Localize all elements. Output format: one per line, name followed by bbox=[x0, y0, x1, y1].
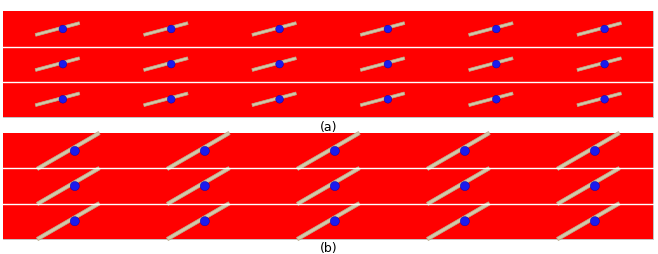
Ellipse shape bbox=[461, 217, 469, 226]
Polygon shape bbox=[577, 57, 622, 71]
Text: (b): (b) bbox=[320, 242, 338, 254]
Ellipse shape bbox=[601, 25, 609, 33]
Ellipse shape bbox=[384, 25, 392, 33]
Polygon shape bbox=[297, 167, 360, 205]
Ellipse shape bbox=[200, 146, 209, 155]
Ellipse shape bbox=[330, 146, 340, 155]
Bar bbox=[3, 11, 653, 117]
Polygon shape bbox=[468, 22, 513, 36]
Ellipse shape bbox=[601, 96, 609, 103]
Polygon shape bbox=[557, 202, 620, 241]
Polygon shape bbox=[426, 202, 490, 241]
Ellipse shape bbox=[492, 25, 500, 33]
Ellipse shape bbox=[384, 96, 392, 103]
Ellipse shape bbox=[167, 96, 175, 103]
Ellipse shape bbox=[590, 182, 599, 190]
Bar bbox=[3, 133, 653, 168]
Ellipse shape bbox=[590, 217, 599, 226]
Polygon shape bbox=[143, 92, 188, 106]
Polygon shape bbox=[36, 202, 100, 241]
Polygon shape bbox=[252, 22, 297, 36]
Polygon shape bbox=[360, 92, 405, 106]
Polygon shape bbox=[468, 92, 513, 106]
Ellipse shape bbox=[492, 60, 500, 68]
Polygon shape bbox=[143, 57, 188, 71]
Ellipse shape bbox=[167, 25, 175, 33]
Polygon shape bbox=[360, 22, 405, 36]
Ellipse shape bbox=[330, 217, 340, 226]
Ellipse shape bbox=[276, 96, 284, 103]
Ellipse shape bbox=[200, 182, 209, 190]
Bar bbox=[3, 204, 653, 239]
Ellipse shape bbox=[601, 60, 609, 68]
Polygon shape bbox=[36, 132, 100, 170]
Ellipse shape bbox=[200, 217, 209, 226]
Polygon shape bbox=[577, 92, 622, 106]
Polygon shape bbox=[426, 167, 490, 205]
Text: (a): (a) bbox=[320, 120, 338, 134]
Ellipse shape bbox=[461, 182, 469, 190]
Bar bbox=[3, 133, 653, 239]
Bar bbox=[3, 82, 653, 117]
Polygon shape bbox=[557, 167, 620, 205]
Polygon shape bbox=[166, 132, 230, 170]
Polygon shape bbox=[426, 132, 490, 170]
Polygon shape bbox=[35, 92, 80, 106]
Polygon shape bbox=[252, 57, 297, 71]
Ellipse shape bbox=[70, 146, 80, 155]
Polygon shape bbox=[297, 202, 360, 241]
Ellipse shape bbox=[167, 60, 175, 68]
Ellipse shape bbox=[330, 182, 340, 190]
Ellipse shape bbox=[461, 146, 469, 155]
Ellipse shape bbox=[59, 96, 66, 103]
Polygon shape bbox=[577, 22, 622, 36]
Polygon shape bbox=[252, 92, 297, 106]
Polygon shape bbox=[557, 132, 620, 170]
Ellipse shape bbox=[59, 25, 66, 33]
Ellipse shape bbox=[384, 60, 392, 68]
Ellipse shape bbox=[276, 25, 284, 33]
Ellipse shape bbox=[59, 60, 66, 68]
Polygon shape bbox=[166, 202, 230, 241]
Ellipse shape bbox=[276, 60, 284, 68]
Polygon shape bbox=[36, 167, 100, 205]
Bar bbox=[3, 168, 653, 204]
Ellipse shape bbox=[70, 217, 80, 226]
Ellipse shape bbox=[590, 146, 599, 155]
Polygon shape bbox=[297, 132, 360, 170]
Polygon shape bbox=[35, 57, 80, 71]
Polygon shape bbox=[166, 167, 230, 205]
Bar bbox=[3, 11, 653, 46]
Polygon shape bbox=[143, 22, 188, 36]
Polygon shape bbox=[468, 57, 513, 71]
Polygon shape bbox=[35, 22, 80, 36]
Bar bbox=[3, 46, 653, 82]
Polygon shape bbox=[360, 57, 405, 71]
Ellipse shape bbox=[492, 96, 500, 103]
Ellipse shape bbox=[70, 182, 80, 190]
